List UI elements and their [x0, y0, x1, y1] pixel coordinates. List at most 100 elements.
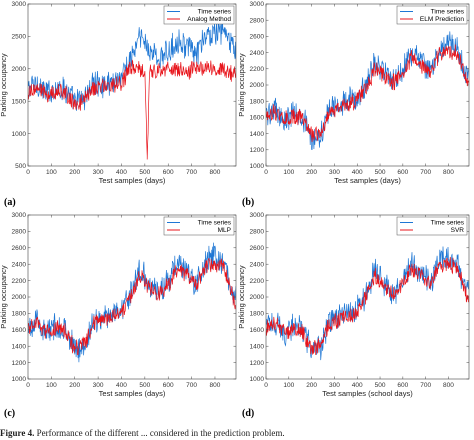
legend-entry: Time series	[198, 220, 232, 227]
x-tick-label: 200	[69, 169, 80, 176]
x-tick-label: 0	[26, 382, 30, 389]
x-tick-label: 500	[139, 169, 150, 176]
caption-text: Performance of the different ... conside…	[36, 428, 285, 438]
x-tick-label: 400	[352, 382, 363, 389]
legend-box	[396, 5, 468, 25]
y-tick-label: 2800	[250, 229, 265, 236]
series-line-prediction	[28, 257, 236, 356]
x-tick-label: 100	[46, 169, 57, 176]
x-tick-label: 0	[264, 169, 268, 176]
y-tick-label: 1200	[12, 360, 27, 367]
y-tick-label: 3000	[250, 212, 265, 219]
x-tick-label: 200	[306, 382, 317, 389]
series-line-time-series	[28, 242, 236, 363]
x-axis-label: Test samples (days)	[99, 176, 166, 185]
y-tick-label: 1000	[250, 376, 265, 383]
legend-box	[163, 5, 235, 25]
x-tick-label: 800	[443, 169, 454, 176]
y-tick-label: 1800	[12, 311, 27, 318]
x-tick-label: 400	[116, 169, 127, 176]
panel-letter: (b)	[242, 197, 254, 208]
x-tick-label: 800	[443, 382, 454, 389]
y-tick-label: 2800	[12, 229, 27, 236]
y-axis-label: Parking occupancy	[237, 265, 246, 329]
x-tick-label: 200	[306, 169, 317, 176]
y-tick-label: 3000	[12, 212, 27, 219]
y-tick-label: 1500	[12, 98, 27, 105]
legend-entry: Time series	[431, 220, 465, 227]
y-tick-label: 1800	[250, 98, 265, 105]
x-tick-label: 700	[420, 169, 431, 176]
y-tick-label: 500	[15, 163, 26, 170]
y-tick-label: 2000	[12, 66, 27, 73]
x-tick-label: 500	[139, 382, 150, 389]
y-tick-label: 1800	[250, 311, 265, 318]
panel-letter: (d)	[242, 408, 254, 419]
y-axis-label: Parking occupancy	[0, 265, 8, 329]
x-tick-label: 600	[397, 169, 408, 176]
series-line-prediction	[266, 256, 469, 356]
x-tick-label: 700	[420, 382, 431, 389]
y-tick-label: 2600	[250, 245, 265, 252]
x-tick-label: 100	[46, 382, 57, 389]
x-tick-label: 600	[163, 169, 174, 176]
y-axis-label: Parking occupancy	[237, 53, 246, 117]
x-tick-label: 400	[116, 382, 127, 389]
panel-letter: (c)	[4, 408, 15, 419]
y-axis-label: Parking occupancy	[0, 53, 8, 117]
x-axis-label: Test samples (days)	[99, 389, 166, 398]
x-axis-label: Test samples (days)	[334, 176, 401, 185]
x-tick-label: 700	[186, 169, 197, 176]
legend-entry: MLP	[218, 227, 231, 234]
y-tick-label: 2500	[12, 34, 27, 41]
y-tick-label: 3000	[250, 1, 265, 8]
x-tick-label: 500	[375, 169, 386, 176]
x-tick-label: 800	[210, 169, 221, 176]
y-tick-label: 1600	[12, 327, 27, 334]
x-tick-label: 100	[283, 169, 294, 176]
y-tick-label: 2800	[250, 17, 265, 24]
x-tick-label: 300	[329, 382, 340, 389]
y-tick-label: 2400	[250, 50, 265, 57]
chart-panel-2: 0 100 200 300 400 500 600 700 800 1000 1200 1400 160…	[237, 1, 470, 208]
x-tick-label: 300	[329, 169, 340, 176]
y-tick-label: 2000	[12, 294, 27, 301]
x-tick-label: 300	[93, 169, 104, 176]
legend-entry: Analog Method	[187, 16, 231, 23]
y-tick-label: 1200	[250, 360, 265, 367]
y-tick-label: 2400	[250, 261, 265, 268]
legend-entry: Time series	[431, 9, 465, 16]
plot-frame	[27, 3, 237, 167]
panel-letter: (a)	[4, 197, 16, 208]
x-tick-label: 0	[26, 169, 30, 176]
x-tick-label: 600	[397, 382, 408, 389]
x-tick-label: 200	[69, 382, 80, 389]
y-tick-label: 1400	[12, 343, 27, 350]
y-tick-label: 1200	[250, 147, 265, 154]
x-tick-label: 400	[352, 169, 363, 176]
x-tick-label: 800	[210, 382, 221, 389]
y-tick-label: 2000	[250, 82, 265, 89]
x-tick-label: 600	[163, 382, 174, 389]
series-line-prediction	[28, 59, 236, 160]
figure-caption: Figure 4. Performance of the different .…	[0, 428, 474, 440]
chart-panel-1: 0 100 200 300 400 500 600 700 800 500 1000 1500 2000…	[0, 1, 237, 208]
y-tick-label: 1000	[12, 376, 27, 383]
caption-label: Figure 4.	[0, 428, 35, 438]
y-tick-label: 1600	[250, 115, 265, 122]
y-tick-label: 1600	[250, 327, 265, 334]
x-tick-label: 300	[93, 382, 104, 389]
y-tick-label: 2200	[12, 278, 27, 285]
y-tick-label: 2200	[250, 278, 265, 285]
y-tick-label: 2600	[12, 245, 27, 252]
y-tick-label: 1000	[12, 131, 27, 138]
x-tick-label: 0	[264, 382, 268, 389]
legend-entry: Time series	[198, 9, 232, 16]
series-line-prediction	[266, 44, 469, 143]
y-tick-label: 2400	[12, 261, 27, 268]
legend-entry: ELM Prediction	[420, 16, 464, 23]
